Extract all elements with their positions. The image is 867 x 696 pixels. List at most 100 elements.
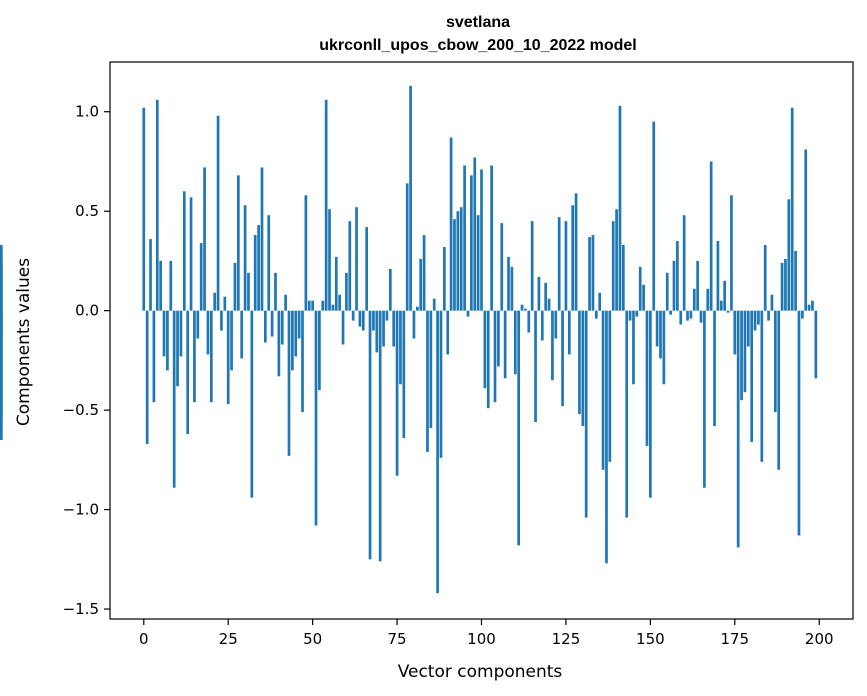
bar bbox=[307, 300, 311, 311]
bar bbox=[784, 258, 787, 311]
bar bbox=[334, 256, 338, 311]
bar bbox=[807, 304, 811, 311]
bar bbox=[466, 310, 470, 317]
bar bbox=[632, 310, 635, 385]
bar bbox=[240, 310, 244, 359]
bar bbox=[186, 310, 190, 434]
x-tick-label: 25 bbox=[219, 630, 238, 648]
bar bbox=[598, 292, 602, 311]
bar bbox=[280, 310, 284, 345]
bar bbox=[551, 310, 554, 381]
bar bbox=[176, 310, 179, 387]
bar bbox=[605, 310, 608, 564]
bar bbox=[777, 310, 781, 470]
bar bbox=[358, 310, 362, 327]
bar bbox=[486, 310, 490, 409]
bar bbox=[659, 310, 662, 359]
bar bbox=[713, 310, 716, 427]
bar bbox=[301, 310, 304, 413]
bar bbox=[814, 310, 818, 379]
bar bbox=[409, 85, 412, 311]
bar bbox=[166, 310, 169, 371]
plot-frame bbox=[109, 61, 854, 620]
bar bbox=[372, 310, 375, 331]
bar bbox=[324, 99, 328, 311]
bar bbox=[703, 310, 706, 488]
bar bbox=[780, 262, 784, 311]
bar bbox=[172, 310, 176, 488]
bar bbox=[412, 310, 416, 339]
bar bbox=[253, 235, 257, 311]
bar bbox=[209, 310, 213, 403]
bar bbox=[736, 310, 740, 548]
bar bbox=[399, 310, 402, 385]
bar bbox=[152, 310, 156, 403]
bar bbox=[270, 310, 274, 337]
bar bbox=[601, 310, 605, 470]
bar bbox=[463, 165, 466, 311]
bar bbox=[297, 310, 301, 339]
bar bbox=[443, 247, 446, 311]
bar bbox=[155, 99, 159, 311]
bar bbox=[760, 310, 764, 462]
bar bbox=[591, 235, 595, 311]
bar bbox=[652, 121, 656, 311]
y-tick-label: −1.0 bbox=[63, 501, 99, 519]
bar bbox=[689, 310, 693, 319]
bar bbox=[264, 310, 267, 343]
bar bbox=[395, 310, 399, 476]
bar bbox=[432, 298, 436, 311]
bar bbox=[567, 310, 571, 355]
bar bbox=[223, 296, 227, 311]
bar bbox=[483, 310, 487, 389]
bar bbox=[260, 167, 264, 311]
bar bbox=[679, 310, 683, 325]
bar bbox=[453, 219, 456, 311]
bar bbox=[247, 272, 250, 311]
bar bbox=[753, 310, 757, 331]
bar bbox=[355, 207, 358, 311]
bar bbox=[757, 310, 760, 325]
bar bbox=[649, 310, 652, 498]
bar bbox=[213, 292, 217, 311]
bar bbox=[206, 310, 210, 355]
bar bbox=[382, 310, 385, 347]
bar bbox=[318, 310, 321, 391]
bar bbox=[615, 209, 618, 311]
bar bbox=[345, 272, 348, 311]
bar bbox=[402, 310, 406, 438]
bar bbox=[574, 193, 578, 311]
bar bbox=[0, 310, 3, 417]
bar bbox=[439, 310, 443, 458]
bar bbox=[726, 310, 730, 313]
y-axis-label: Components values bbox=[14, 258, 34, 426]
bar bbox=[220, 310, 223, 331]
bar bbox=[476, 215, 480, 311]
bar bbox=[804, 149, 808, 311]
bar bbox=[621, 245, 625, 311]
bar bbox=[162, 310, 166, 357]
x-axis-ticks: 0 25 50 75 100 125 150 175 200 bbox=[139, 619, 834, 648]
bar bbox=[564, 221, 568, 311]
bar bbox=[507, 256, 510, 311]
bar bbox=[456, 211, 460, 311]
bar bbox=[348, 221, 352, 311]
bar bbox=[470, 175, 473, 311]
bar bbox=[625, 310, 629, 518]
bar bbox=[513, 310, 517, 375]
bar bbox=[274, 272, 277, 311]
bar bbox=[341, 310, 345, 345]
bar bbox=[500, 223, 504, 311]
bar bbox=[692, 288, 696, 311]
bar bbox=[311, 300, 314, 311]
bar bbox=[199, 243, 203, 311]
y-axis-ticks: −1.5 −1.0 −0.5 0.0 0.5 1.0 bbox=[63, 103, 110, 618]
bar bbox=[743, 310, 747, 393]
bar bbox=[655, 310, 659, 347]
x-tick-label: 100 bbox=[467, 630, 496, 648]
bar bbox=[287, 310, 291, 456]
bar bbox=[236, 175, 240, 311]
bar bbox=[230, 310, 233, 371]
bar bbox=[676, 241, 679, 311]
bar bbox=[473, 157, 477, 311]
